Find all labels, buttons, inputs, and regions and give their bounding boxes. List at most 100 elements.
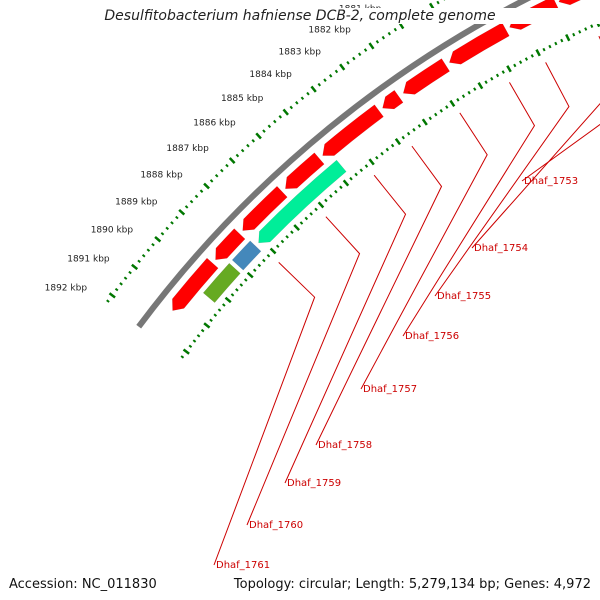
minor-tick	[217, 308, 222, 312]
minor-tick	[239, 283, 244, 287]
minor-tick	[393, 27, 397, 32]
minor-tick	[359, 168, 363, 173]
minor-tick	[137, 259, 141, 264]
minor-tick	[578, 30, 582, 34]
minor-tick	[266, 253, 271, 258]
major-tick	[506, 65, 512, 73]
minor-tick	[434, 112, 438, 117]
minor-tick	[309, 212, 313, 216]
major-tick	[131, 263, 139, 271]
major-tick	[339, 63, 346, 71]
gene-arrow[interactable]	[258, 159, 347, 244]
minor-tick	[196, 334, 201, 338]
gene-arrow[interactable]	[285, 152, 325, 189]
minor-tick	[192, 339, 197, 343]
minor-tick	[114, 287, 119, 292]
minor-tick	[209, 318, 213, 323]
minor-tick	[275, 244, 280, 249]
major-tick	[394, 138, 402, 146]
gene-label[interactable]: Dhaf_1755	[437, 291, 491, 302]
minor-tick	[119, 282, 123, 286]
minor-tick	[180, 355, 185, 359]
minor-tick	[278, 115, 282, 119]
minor-tick	[456, 98, 460, 102]
minor-tick	[314, 207, 318, 212]
minor-tick	[484, 80, 488, 84]
major-tick	[282, 108, 289, 116]
gene-callouts: Dhaf_1753 Dhaf_1754 Dhaf_1755 Dhaf_1756 Dhaf…	[213, 35, 600, 571]
minor-tick	[417, 124, 422, 128]
major-tick	[178, 208, 186, 216]
minor-tick	[513, 63, 517, 68]
callout-line	[284, 174, 407, 484]
minor-tick	[189, 199, 194, 204]
major-tick	[255, 132, 262, 140]
kbp-tick-label: 1888 kbp	[140, 171, 183, 181]
callout-line	[213, 262, 316, 566]
major-tick	[449, 99, 456, 108]
minor-tick	[273, 119, 277, 124]
minor-tick	[290, 230, 294, 234]
minor-tick	[349, 176, 353, 181]
gene-arrow[interactable]	[449, 22, 510, 65]
gene-label[interactable]: Dhaf_1760	[249, 520, 303, 531]
minor-tick	[230, 293, 235, 297]
minor-tick	[304, 216, 309, 221]
minor-tick	[428, 116, 432, 121]
minor-tick	[235, 153, 240, 158]
gene-label[interactable]: Dhaf_1759	[287, 478, 341, 489]
minor-tick	[436, 0, 440, 5]
minor-tick	[560, 38, 564, 43]
minor-tick	[461, 94, 466, 99]
minor-tick	[295, 101, 299, 105]
minor-tick	[334, 69, 339, 74]
minor-tick	[324, 198, 328, 203]
minor-tick	[289, 105, 293, 110]
minor-tick	[352, 56, 356, 61]
major-tick	[246, 271, 254, 279]
gene-arrow[interactable]	[558, 0, 600, 6]
gene-arrow[interactable]	[242, 185, 288, 231]
kbp-tick-label: 1882 kbp	[308, 25, 351, 35]
major-tick	[224, 296, 232, 304]
minor-tick	[106, 299, 110, 303]
gene-label[interactable]: Dhaf_1761	[216, 560, 270, 571]
major-tick	[368, 158, 375, 166]
kbp-tick-label: 1886 kbp	[193, 119, 236, 129]
minor-tick	[445, 105, 449, 109]
minor-tick	[280, 239, 285, 244]
gene-arrow[interactable]	[215, 228, 246, 261]
gene-arrow[interactable]	[402, 58, 451, 95]
gene-arrow[interactable]	[231, 240, 262, 271]
callout-line	[315, 145, 443, 446]
callout-line	[471, 35, 600, 249]
minor-tick	[235, 288, 239, 292]
gene-label[interactable]: Dhaf_1753	[524, 176, 578, 187]
gene-label[interactable]: Dhaf_1754	[474, 243, 528, 254]
minor-tick	[175, 215, 179, 220]
minor-tick	[385, 147, 390, 152]
kbp-tick-label: 1890 kbp	[91, 226, 134, 236]
callout-line	[434, 62, 570, 297]
minor-tick	[267, 124, 272, 129]
gene-label[interactable]: Dhaf_1758	[318, 440, 372, 451]
gene-arrow[interactable]	[322, 104, 384, 156]
gene-arrow[interactable]	[172, 257, 219, 311]
gene-arrow[interactable]	[202, 262, 241, 303]
minor-tick	[200, 328, 205, 333]
kbp-tick-label: 1884 kbp	[249, 70, 292, 80]
gene-label[interactable]: Dhaf_1757	[363, 384, 417, 395]
callout-line	[360, 112, 488, 390]
gene-arrow[interactable]	[382, 89, 404, 110]
minor-tick	[519, 60, 523, 65]
minor-tick	[317, 82, 322, 87]
kbp-tick-label: 1889 kbp	[115, 198, 158, 208]
minor-tick	[225, 163, 229, 168]
minor-tick	[146, 248, 151, 252]
gene-label[interactable]: Dhaf_1756	[405, 331, 459, 342]
minor-tick	[213, 313, 218, 317]
minor-tick	[300, 96, 305, 101]
minor-tick	[375, 39, 380, 44]
accession-label: Accession: NC_011830	[7, 577, 159, 592]
callout-line	[521, 123, 600, 182]
